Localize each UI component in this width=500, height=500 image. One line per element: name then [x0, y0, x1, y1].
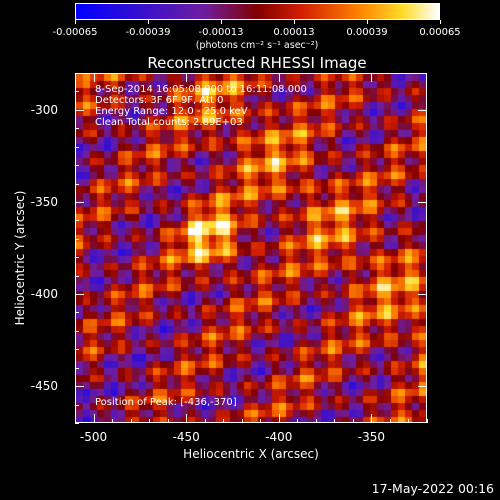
y-major-tick — [75, 386, 84, 387]
x-minor-tick — [260, 419, 261, 423]
x-minor-tick — [149, 419, 150, 423]
colorbar-label: -0.00039 — [125, 27, 171, 38]
image-plot: 8-Sep-2014 16:05:08.000 to 16:11:08.000 … — [75, 73, 427, 423]
y-major-tick — [418, 386, 427, 387]
annotation-time: 8-Sep-2014 16:05:08.000 to 16:11:08.000 — [95, 84, 307, 95]
y-major-tick — [418, 294, 427, 295]
x-minor-tick — [223, 419, 224, 423]
y-minor-tick — [75, 257, 79, 258]
x-minor-tick — [427, 419, 428, 423]
y-minor-tick — [75, 184, 79, 185]
x-tick-label: -400 — [265, 430, 293, 444]
y-major-tick — [75, 294, 84, 295]
x-minor-tick — [316, 419, 317, 423]
colorbar-tick — [221, 20, 222, 24]
image-title: Reconstructed RHESSI Image — [147, 54, 367, 72]
y-axis-label: Heliocentric Y (arcsec) — [13, 190, 27, 326]
colorbar-label: 0.00039 — [346, 27, 388, 38]
y-minor-tick — [75, 423, 79, 424]
y-minor-tick — [75, 349, 79, 350]
annotation-clean: Clean Total counts: 2.89E+03 — [95, 117, 243, 128]
rhessi-image — [76, 74, 426, 422]
x-major-tick — [371, 73, 372, 82]
y-tick-label: -350 — [30, 194, 58, 209]
y-minor-tick — [75, 91, 79, 92]
x-minor-tick — [408, 419, 409, 423]
x-axis-label: Heliocentric X (arcsec) — [183, 447, 319, 461]
y-minor-tick — [75, 128, 79, 129]
colorbar-tick — [75, 20, 76, 24]
y-minor-tick — [75, 386, 79, 387]
x-major-tick — [94, 414, 95, 423]
y-minor-tick — [75, 331, 79, 332]
y-minor-tick — [75, 368, 79, 369]
x-minor-tick — [297, 419, 298, 423]
colorbar-label: -0.00065 — [52, 27, 98, 38]
x-minor-tick — [353, 419, 354, 423]
colorbar-label: 0.00013 — [273, 27, 315, 38]
y-minor-tick — [75, 165, 79, 166]
x-major-tick — [279, 73, 280, 82]
y-major-tick — [418, 202, 427, 203]
x-major-tick — [371, 414, 372, 423]
x-tick-label: -500 — [79, 430, 108, 444]
y-tick-label: -400 — [30, 287, 58, 302]
x-major-tick — [186, 73, 187, 82]
y-minor-tick — [75, 294, 79, 295]
x-minor-tick — [205, 419, 206, 423]
annotation-detectors: Detectors: 3F 6F 9F, Att 0 — [95, 95, 224, 106]
y-minor-tick — [75, 147, 79, 148]
colorbar — [75, 3, 440, 20]
y-minor-tick — [75, 73, 79, 74]
x-minor-tick — [242, 419, 243, 423]
y-minor-tick — [75, 312, 79, 313]
colorbar-label: -0.00013 — [198, 27, 244, 38]
y-minor-tick — [75, 276, 79, 277]
y-minor-tick — [75, 239, 79, 240]
colorbar-tick — [440, 20, 441, 24]
x-minor-tick — [334, 419, 335, 423]
annotation-energy: Energy Range: 12.0 - 25.0 keV — [95, 106, 248, 117]
colorbar-tick — [367, 20, 368, 24]
y-tick-label: -300 — [30, 102, 58, 117]
y-major-tick — [75, 202, 84, 203]
x-major-tick — [279, 414, 280, 423]
x-minor-tick — [186, 419, 187, 423]
x-minor-tick — [390, 419, 391, 423]
colorbar-tick — [294, 20, 295, 24]
x-tick-label: -450 — [172, 430, 200, 444]
x-tick-label: -350 — [357, 430, 386, 444]
y-minor-tick — [75, 220, 79, 221]
y-minor-tick — [75, 110, 79, 111]
y-major-tick — [75, 110, 84, 111]
x-minor-tick — [371, 419, 372, 423]
colorbar-tick — [148, 20, 149, 24]
x-minor-tick — [94, 419, 95, 423]
y-minor-tick — [75, 202, 79, 203]
y-minor-tick — [75, 405, 79, 406]
colorbar-label: 0.00065 — [419, 27, 461, 38]
x-minor-tick — [131, 419, 132, 423]
annotation-peak: Position of Peak: [-436,-370] — [95, 397, 237, 408]
x-minor-tick — [75, 419, 76, 423]
y-tick-label: -450 — [30, 379, 58, 394]
y-major-tick — [418, 110, 427, 111]
x-major-tick — [186, 414, 187, 423]
colorbar-units: (photons cm⁻² s⁻¹ asec⁻²) — [195, 40, 319, 51]
x-minor-tick — [168, 419, 169, 423]
x-minor-tick — [279, 419, 280, 423]
timestamp: 17-May-2022 00:16 — [371, 481, 494, 496]
x-minor-tick — [112, 419, 113, 423]
x-major-tick — [94, 73, 95, 82]
